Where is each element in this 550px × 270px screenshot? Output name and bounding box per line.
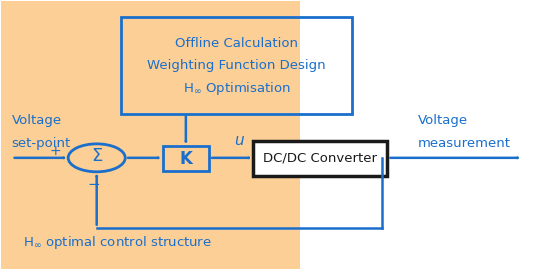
Text: set-point: set-point [12, 137, 71, 150]
Bar [163, 146, 209, 171]
Text: H$_\infty$ optimal control structure: H$_\infty$ optimal control structure [23, 234, 212, 251]
Text: Voltage: Voltage [12, 114, 62, 127]
Text: u: u [234, 133, 244, 148]
Text: measurement: measurement [417, 137, 510, 150]
Text: K: K [179, 150, 192, 167]
Bar [1, 1, 300, 269]
Text: $\Sigma$: $\Sigma$ [91, 147, 103, 166]
Bar [253, 141, 387, 176]
Text: H$_\infty$ Optimisation: H$_\infty$ Optimisation [183, 80, 290, 97]
Text: DC/DC Converter: DC/DC Converter [263, 152, 377, 165]
Bar [122, 17, 352, 113]
Text: +: + [50, 144, 62, 158]
Text: −: − [87, 177, 100, 192]
Text: Weighting Function Design: Weighting Function Design [147, 59, 326, 72]
Text: Offline Calculation: Offline Calculation [175, 37, 298, 50]
Text: Voltage: Voltage [417, 114, 468, 127]
